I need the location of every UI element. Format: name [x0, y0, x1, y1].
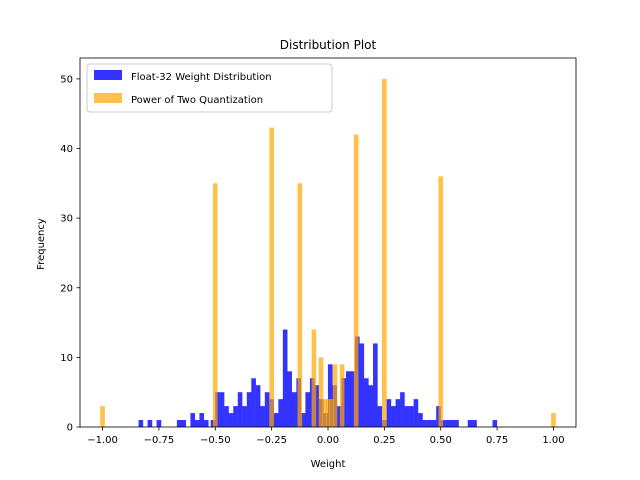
- float32-bar: [260, 406, 265, 427]
- y-tick-label: 20: [60, 283, 73, 294]
- float32-bar: [364, 378, 369, 427]
- x-tick-label: 1.00: [542, 435, 564, 446]
- float32-bar: [404, 406, 410, 427]
- x-axis-label: Weight: [311, 459, 346, 470]
- x-tick-label: −0.50: [200, 435, 231, 446]
- float32-bar: [314, 385, 320, 427]
- y-tick-label: 30: [60, 214, 73, 225]
- quantized-bar: [551, 413, 556, 427]
- x-tick-label: 0.00: [317, 435, 339, 446]
- float32-bar: [327, 364, 333, 427]
- float32-bar: [305, 392, 311, 427]
- float32-bar: [467, 420, 473, 427]
- float32-bar: [395, 399, 401, 427]
- float32-bar: [409, 406, 414, 427]
- x-tick-label: 0.50: [430, 435, 452, 446]
- quantized-bar: [269, 127, 274, 428]
- float32-bar: [287, 371, 292, 427]
- plot-area: −1.00 −0.75 −0.50 −0.25 0.00 0.25 0.50 0.75 1.00…: [60, 57, 577, 446]
- float32-bar: [242, 406, 247, 427]
- float32-bar: [255, 385, 261, 427]
- x-tick-label: −0.25: [256, 435, 287, 446]
- float32-bar: [199, 413, 205, 427]
- float32-bar: [449, 420, 455, 427]
- quantized-bar: [438, 176, 444, 427]
- float32-bar: [282, 329, 288, 427]
- float32-bar: [359, 343, 365, 427]
- quantized-bar: [318, 357, 324, 427]
- quantized-bar: [332, 364, 338, 427]
- y-tick-label: 40: [60, 144, 73, 155]
- float32-bar: [300, 413, 306, 427]
- float32-bar: [219, 392, 225, 427]
- float32-bar: [190, 413, 196, 427]
- legend-label-power-of-two: Power of Two Quantization: [131, 95, 263, 106]
- float32-bar: [400, 392, 405, 427]
- float32-bar: [194, 420, 200, 427]
- quantized-bar: [311, 329, 317, 427]
- float32-bar: [147, 420, 153, 427]
- float32-bar: [427, 420, 432, 427]
- y-tick-label: 10: [60, 353, 73, 364]
- quantized-bar: [382, 78, 387, 427]
- float32-bar: [138, 420, 144, 427]
- float32-bar: [203, 420, 209, 427]
- float32-bar: [386, 399, 392, 427]
- quantized-bar: [339, 364, 345, 427]
- series-1: [100, 78, 556, 428]
- float32-bar: [345, 371, 351, 427]
- x-tick-label: 0.75: [486, 435, 508, 446]
- float32-bar: [413, 399, 419, 427]
- float32-bar: [291, 392, 297, 427]
- legend-swatch-float32: [94, 70, 122, 80]
- legend-frame: [86, 63, 333, 113]
- float32-bar: [418, 413, 423, 427]
- float32-bar: [237, 392, 243, 427]
- float32-bar: [224, 406, 229, 427]
- float32-bar: [246, 392, 252, 427]
- quantized-bar: [322, 399, 327, 427]
- chart-title: Distribution Plot: [280, 38, 377, 52]
- legend-swatch-power-of-two: [94, 93, 122, 103]
- float32-bar: [492, 420, 498, 427]
- legend: Float-32 Weight Distribution Power of Tw…: [86, 63, 333, 113]
- y-tick-label: 0: [67, 423, 73, 434]
- float32-bar: [264, 392, 270, 427]
- quantized-bar: [297, 183, 303, 427]
- x-tick-label: −1.00: [87, 435, 118, 446]
- float32-bar: [176, 420, 182, 427]
- float32-bar: [368, 385, 374, 427]
- y-axis-label: Frequency: [36, 218, 47, 270]
- float32-bar: [156, 420, 162, 427]
- float32-bar: [233, 406, 238, 427]
- float32-bar: [278, 399, 283, 427]
- y-tick-label: 50: [60, 74, 73, 85]
- float32-bar: [431, 420, 437, 427]
- float32-bar: [181, 420, 187, 427]
- quantized-bar: [212, 183, 218, 427]
- float32-bar: [445, 420, 450, 427]
- x-tick-label: 0.25: [373, 435, 395, 446]
- float32-bar: [391, 406, 396, 427]
- quantized-bar: [329, 399, 334, 427]
- float32-bar: [228, 413, 234, 427]
- float32-bar: [422, 420, 428, 427]
- float32-bar: [350, 371, 356, 427]
- quantized-bar: [353, 134, 359, 427]
- float32-bar: [336, 406, 342, 427]
- float32-bar: [454, 420, 459, 427]
- float32-bar: [273, 413, 279, 427]
- float32-bar: [373, 343, 378, 427]
- quantized-bar: [100, 406, 105, 427]
- quantized-bar: [325, 399, 331, 427]
- x-tick-label: −0.75: [144, 435, 175, 446]
- legend-label-float32: Float-32 Weight Distribution: [131, 72, 272, 83]
- float32-bar: [377, 406, 383, 427]
- float32-bar: [472, 420, 477, 427]
- float32-bar: [251, 378, 256, 427]
